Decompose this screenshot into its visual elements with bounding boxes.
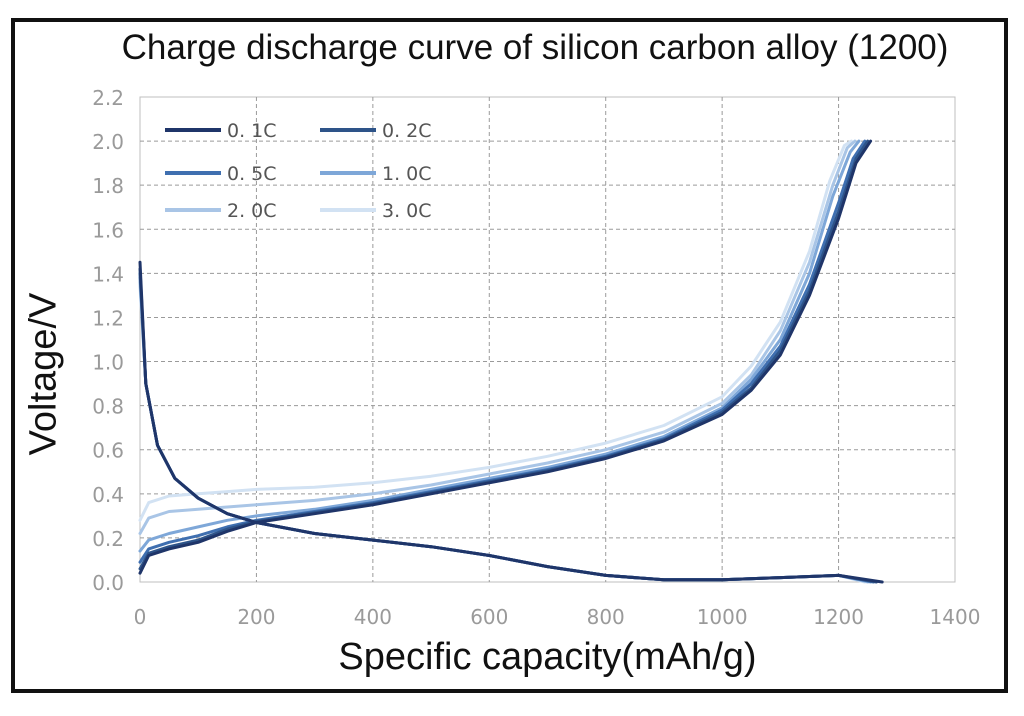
legend-label: 1. 0C [382, 163, 432, 185]
x-tick-label: 1000 [697, 605, 748, 629]
y-tick-label: 2.2 [92, 86, 124, 110]
legend-label: 3. 0C [382, 200, 432, 222]
series-line-charge [138, 139, 853, 522]
series-line-discharge [138, 260, 884, 584]
y-tick-label: 1.4 [92, 262, 124, 286]
series-line-charge [138, 139, 873, 575]
x-tick-label: 200 [237, 605, 275, 629]
series-line-discharge [138, 280, 870, 584]
series-line-charge [138, 139, 857, 535]
x-tick-label: 600 [470, 605, 508, 629]
x-tick-label: 800 [587, 605, 625, 629]
plot-border [139, 96, 956, 583]
series-lines [138, 139, 884, 584]
chart-frame [11, 18, 1008, 693]
legend-label: 0. 2C [382, 120, 432, 142]
x-tick-label: 1400 [930, 605, 981, 629]
x-axis-label: Specific capacity(mAh/g) [338, 636, 757, 678]
y-tick-label: 2.0 [92, 130, 124, 154]
legend-label: 0. 1C [227, 120, 277, 142]
y-tick-label: 1.8 [92, 174, 124, 198]
legend-label: 0. 5C [227, 163, 277, 185]
series-line-charge [138, 139, 861, 553]
legend: 0. 1C 0. 2C 0. 5C 1. 0C 2. 0C 3. 0C [165, 120, 432, 222]
y-tick-label: 0.0 [92, 571, 124, 595]
y-tick-label: 0.2 [92, 527, 124, 551]
chart-title: Charge discharge curve of silicon carbon… [121, 28, 949, 67]
y-tick-label: 0.4 [92, 483, 124, 507]
y-tick-label: 1.0 [92, 351, 124, 375]
y-axis-label: Voltage/V [22, 292, 65, 456]
series-line-discharge [138, 276, 873, 584]
tick-labels: 0.0 0.2 0.4 0.6 0.8 1.0 1.2 1.4 1.6 1.8 2.0 2.2 0 200… [92, 86, 980, 629]
y-tick-label: 0.8 [92, 395, 124, 419]
y-tick-label: 0.6 [92, 439, 124, 463]
series-line-discharge [138, 267, 878, 584]
y-tick-label: 1.6 [92, 218, 124, 242]
x-tick-label: 400 [354, 605, 392, 629]
x-tick-label: 1200 [813, 605, 864, 629]
y-tick-label: 1.2 [92, 306, 124, 330]
x-tick-label: 0 [134, 605, 147, 629]
series-line-discharge [138, 271, 875, 584]
legend-label: 2. 0C [227, 200, 277, 222]
